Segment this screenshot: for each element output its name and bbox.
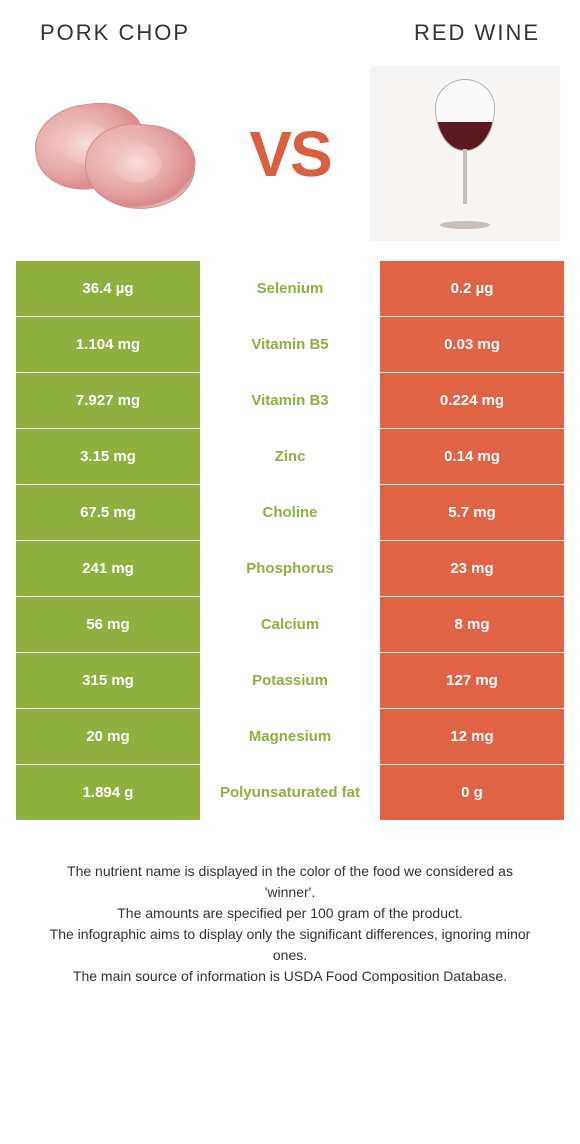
nutrient-table: 36.4 µgSelenium0.2 µg1.104 mgVitamin B50… bbox=[10, 261, 570, 821]
right-food-image bbox=[370, 66, 560, 241]
right-value-cell: 127 mg bbox=[379, 653, 564, 708]
right-value-cell: 23 mg bbox=[379, 541, 564, 596]
nutrient-name-cell: Calcium bbox=[201, 597, 379, 652]
right-value-cell: 5.7 mg bbox=[379, 485, 564, 540]
left-food-title: PORK CHOP bbox=[40, 20, 190, 46]
nutrient-name-cell: Phosphorus bbox=[201, 541, 379, 596]
table-row: 1.894 gPolyunsaturated fat0 g bbox=[16, 765, 564, 821]
right-value-cell: 8 mg bbox=[379, 597, 564, 652]
nutrient-name-cell: Polyunsaturated fat bbox=[201, 765, 379, 820]
vs-label: VS bbox=[249, 117, 330, 191]
left-value-cell: 67.5 mg bbox=[16, 485, 201, 540]
left-value-cell: 1.894 g bbox=[16, 765, 201, 820]
nutrient-name-cell: Magnesium bbox=[201, 709, 379, 764]
footer-line: The main source of information is USDA F… bbox=[40, 966, 540, 987]
table-row: 241 mgPhosphorus23 mg bbox=[16, 541, 564, 597]
left-value-cell: 3.15 mg bbox=[16, 429, 201, 484]
nutrient-name-cell: Potassium bbox=[201, 653, 379, 708]
footer-line: The infographic aims to display only the… bbox=[40, 924, 540, 966]
table-row: 56 mgCalcium8 mg bbox=[16, 597, 564, 653]
left-value-cell: 20 mg bbox=[16, 709, 201, 764]
right-value-cell: 0 g bbox=[379, 765, 564, 820]
footer-notes: The nutrient name is displayed in the co… bbox=[10, 821, 570, 987]
nutrient-name-cell: Vitamin B5 bbox=[201, 317, 379, 372]
left-value-cell: 241 mg bbox=[16, 541, 201, 596]
left-food-image bbox=[20, 66, 210, 241]
right-value-cell: 0.2 µg bbox=[379, 261, 564, 316]
right-food-title: RED WINE bbox=[414, 20, 540, 46]
table-row: 36.4 µgSelenium0.2 µg bbox=[16, 261, 564, 317]
right-value-cell: 0.14 mg bbox=[379, 429, 564, 484]
right-value-cell: 0.03 mg bbox=[379, 317, 564, 372]
wine-glass-icon bbox=[430, 79, 500, 229]
table-row: 67.5 mgCholine5.7 mg bbox=[16, 485, 564, 541]
footer-line: The amounts are specified per 100 gram o… bbox=[40, 903, 540, 924]
right-value-cell: 0.224 mg bbox=[379, 373, 564, 428]
left-value-cell: 1.104 mg bbox=[16, 317, 201, 372]
pork-chop-icon bbox=[35, 94, 195, 214]
table-row: 1.104 mgVitamin B50.03 mg bbox=[16, 317, 564, 373]
nutrient-name-cell: Vitamin B3 bbox=[201, 373, 379, 428]
left-value-cell: 7.927 mg bbox=[16, 373, 201, 428]
nutrient-name-cell: Zinc bbox=[201, 429, 379, 484]
right-value-cell: 12 mg bbox=[379, 709, 564, 764]
table-row: 3.15 mgZinc0.14 mg bbox=[16, 429, 564, 485]
table-row: 7.927 mgVitamin B30.224 mg bbox=[16, 373, 564, 429]
left-value-cell: 36.4 µg bbox=[16, 261, 201, 316]
table-row: 20 mgMagnesium12 mg bbox=[16, 709, 564, 765]
table-row: 315 mgPotassium127 mg bbox=[16, 653, 564, 709]
left-value-cell: 315 mg bbox=[16, 653, 201, 708]
footer-line: The nutrient name is displayed in the co… bbox=[40, 861, 540, 903]
nutrient-name-cell: Selenium bbox=[201, 261, 379, 316]
left-value-cell: 56 mg bbox=[16, 597, 201, 652]
vs-row: VS bbox=[10, 56, 570, 261]
nutrient-name-cell: Choline bbox=[201, 485, 379, 540]
header-row: PORK CHOP RED WINE bbox=[10, 20, 570, 56]
